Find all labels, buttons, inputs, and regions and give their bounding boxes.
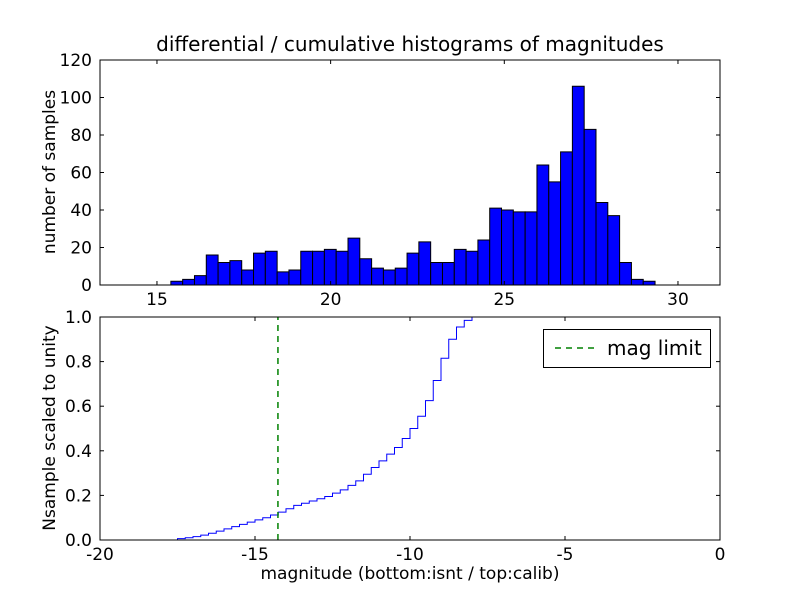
histogram-bar [241,269,255,286]
top-y-tick-label: 120 [60,51,92,71]
histogram-bar [583,128,597,286]
histogram-bar [630,278,644,286]
bottom-y-tick-label: 0.0 [65,531,92,551]
bottom-axes: -20 -15 -10 -5 0 0.0 0.2 0.4 0.6 0.8 1.0 mag limit [65,308,725,565]
histogram-bar [347,237,361,286]
histogram-bar [276,271,290,286]
top-y-tick-label: 60 [70,164,92,184]
top-y-tick-label: 100 [60,89,92,109]
histogram-bar [548,181,562,286]
top-y-tick-label: 0 [81,276,92,296]
histogram-bar [288,269,302,286]
histogram-bar [501,209,514,286]
histogram-bar [406,252,420,286]
top-x-tick-label: 15 [146,290,168,310]
bottom-x-tick-label: -5 [557,545,574,565]
histogram-bar [512,211,526,286]
legend-label: mag limit [607,336,702,360]
cumulative-step-line [100,316,720,541]
histogram-bar [312,250,325,286]
histogram-bar [217,262,231,286]
top-y-tick-label: 40 [70,201,92,221]
histogram-bar [560,151,573,286]
histogram-bar [300,250,314,286]
histogram-bar [441,262,455,286]
top-x-tick-label: 20 [320,290,342,310]
bottom-y-tick-label: 0.4 [65,442,92,462]
bottom-y-tick-label: 0.2 [65,486,92,506]
histogram-bar [477,239,491,286]
figure-title: differential / cumulative histograms of … [156,32,664,56]
histogram-bar [193,275,207,286]
x-axis-label: magnitude (bottom:isnt / top:calib) [261,564,560,584]
histogram-bar [571,85,585,286]
top-x-tick-label: 25 [493,290,515,310]
histogram-bar [182,278,195,286]
bottom-y-tick-label: 0.8 [65,353,92,373]
histogram-bar [229,260,243,286]
bottom-x-tick-label: -20 [86,545,114,565]
histogram-bar [170,280,184,286]
top-axes: 15 20 25 30 0 20 40 60 80 100 120 [60,51,721,310]
histogram-bar [642,280,656,286]
histogram-bar [371,267,384,286]
bottom-x-tick-label: 0 [715,545,726,565]
bottom-x-tick-label: -15 [241,545,269,565]
histogram-bar [607,215,621,286]
histogram-bar [489,207,503,286]
histogram-bar [418,241,432,286]
histogram-bar [595,202,609,286]
histogram-bar [524,211,538,286]
histogram-bar [430,262,443,286]
bottom-y-tick-label: 1.0 [65,308,92,328]
histogram-bar [359,258,373,286]
top-ylabel: number of samples [40,90,60,254]
bottom-x-tick-label: -10 [396,545,424,565]
histogram-bar [335,250,349,286]
histogram-bar [323,248,337,286]
histogram-bar [382,269,396,286]
histogram-bar [394,267,408,286]
histogram-bar [536,164,550,286]
bottom-ylabel: Nsample scaled to unity [40,325,60,530]
histogram-bar [205,254,219,286]
top-y-tick-label: 80 [70,126,92,146]
histogram-bar [253,252,266,286]
top-y-tick-label: 20 [70,239,92,259]
histogram-bar [465,250,479,286]
histogram-bar [619,262,632,286]
histogram-bar [264,250,278,286]
histogram-bar [453,248,467,286]
top-axes-frame [99,59,721,286]
top-x-tick-label: 30 [667,290,689,310]
bottom-y-tick-label: 0.6 [65,397,92,417]
